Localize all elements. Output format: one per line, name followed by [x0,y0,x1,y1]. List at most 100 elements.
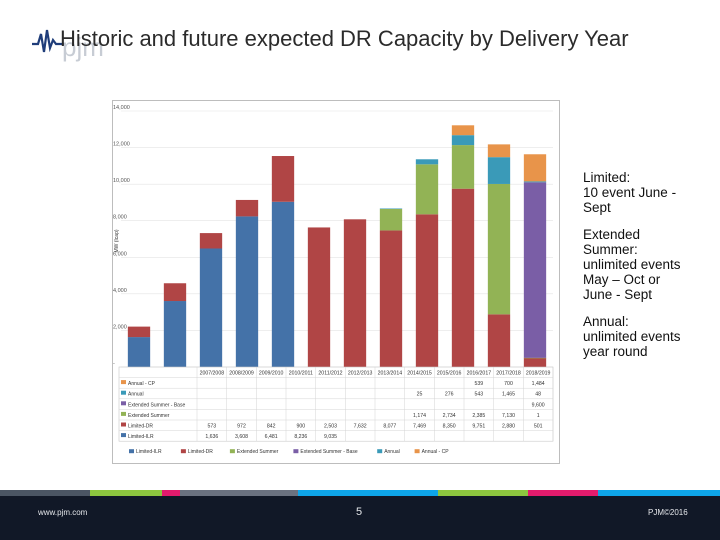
legend-label: Annual - CP [422,449,450,455]
table-cell-value: 972 [237,424,246,430]
table-cell-value: 900 [297,424,306,430]
table-cell-value: 573 [208,424,217,430]
table-cell-value: 7,130 [502,413,515,419]
x-category-label: 2010/2011 [289,371,313,377]
y-tick-label: 8,000 [113,215,127,221]
note-line: May – Oct or [583,272,661,287]
table-cell-value: 7,632 [354,424,367,430]
y-tick-label: 2,000 [113,324,127,330]
logo-text: pjm [62,32,104,62]
bar-segment [343,219,367,367]
bar-segment [127,337,151,367]
note-3: Annual: unlimited events year round [583,314,708,359]
footer-url[interactable]: www.pjm.com [38,508,88,517]
table-legend-swatch [121,380,126,385]
side-notes: Limited: 10 event June - Sept Extended Summe… [583,170,708,371]
bar-segment [451,135,475,146]
y-axis-title: MW (Icap) [114,229,120,252]
bar-segment [451,125,475,136]
table-cell-value: 501 [534,424,543,430]
bar-segment [307,227,331,367]
legend-label: Extended Summer - Base [300,449,357,455]
table-cell-value: 842 [267,424,276,430]
x-category-label: 2009/2010 [259,371,284,377]
x-category-label: 2008/2009 [229,371,254,377]
bar-segment [379,230,403,367]
bar-segment [235,199,259,217]
bar-segment [271,156,295,202]
bar-segment [523,181,547,183]
table-cell-value: 2,385 [472,413,485,419]
x-category-label: 2018/2019 [526,371,551,377]
table-legend-swatch [121,411,126,416]
logo-mark [32,29,64,53]
legend-label: Extended Summer [237,449,279,455]
note-line: unlimited events [583,257,681,272]
x-category-label: 2011/2012 [318,371,342,377]
note-1: Limited: 10 event June - Sept [583,170,708,215]
bar-segment [487,157,511,184]
legend-label: Limited-ILR [136,449,162,455]
table-cell-value: 2,734 [443,413,456,419]
y-tick-label: - [113,361,115,367]
bar-segment [235,216,259,367]
note-line: June - Sept [583,287,653,302]
table-row-label: Annual [128,392,144,398]
note-line: Annual: [583,314,629,329]
page-number: 5 [356,506,363,518]
footer-stripe-green-2 [438,490,528,496]
legend-swatch [229,449,235,454]
x-category-label: 2007/2008 [200,371,225,377]
x-category-label: 2017/2018 [496,371,521,377]
x-category-label: 2014/2015 [407,371,432,377]
footer-stripe-blue-2 [598,490,720,496]
note-line: Summer: [583,242,638,257]
note-2: Extended Summer: unlimited events May – Oct… [583,227,708,302]
table-row-label: Limited-ILR [128,434,154,440]
pjm-logo: pjm [32,29,104,62]
table-cell-value: 1,174 [413,413,426,419]
bar-segment [523,357,547,359]
legend-swatch [293,449,299,454]
note-line: Limited: [583,170,631,185]
y-tick-label: 12,000 [113,142,130,148]
bar-segment [523,357,547,367]
bar-segment [487,183,511,315]
slide-title: Historic and future expected DR Capacity… [60,26,629,51]
legend-label: Annual [384,449,400,455]
x-category-label: 2013/2014 [378,371,403,377]
note-line: 10 event June - [583,185,677,200]
table-row-label: Annual - CP [128,381,156,387]
footer-stripe-gray [0,490,90,496]
table-cell-value: 48 [535,392,541,398]
y-tick-label: 10,000 [113,178,130,184]
bar-segment [163,283,187,302]
table-cell-value: 8,236 [294,434,307,440]
footer-copyright: PJM©2016 [648,508,688,517]
table-cell-value: 1,465 [502,392,515,398]
table-cell-value: 7,469 [413,424,426,430]
bar-segment [487,314,511,367]
table-legend-swatch [121,433,126,438]
y-tick-label: 4,000 [113,288,127,294]
table-cell-value: 9,035 [324,434,337,440]
bar-segment [415,159,439,165]
bar-segment [127,326,151,338]
chart-frame: MW (Icap) - 2,000 4,000 6,000 8,000 10,000 12,0… [112,100,560,464]
table-cell-value: 2,503 [324,424,337,430]
bar-segment [523,182,547,358]
note-line: Extended [583,227,641,242]
footer-bar [0,490,720,540]
table-cell-value: 543 [475,392,484,398]
bar-segment [415,164,439,215]
y-tick-label: 6,000 [113,251,127,257]
bar-segment [271,201,295,367]
legend-swatch [377,449,383,454]
bar-segment [379,208,403,231]
table-cell-value: 8,350 [443,424,456,430]
bar-segment [379,208,403,209]
table-cell-value: 276 [445,392,454,398]
bar-segment [199,233,223,249]
table-legend-swatch [121,390,126,395]
note-line: unlimited events [583,329,681,344]
